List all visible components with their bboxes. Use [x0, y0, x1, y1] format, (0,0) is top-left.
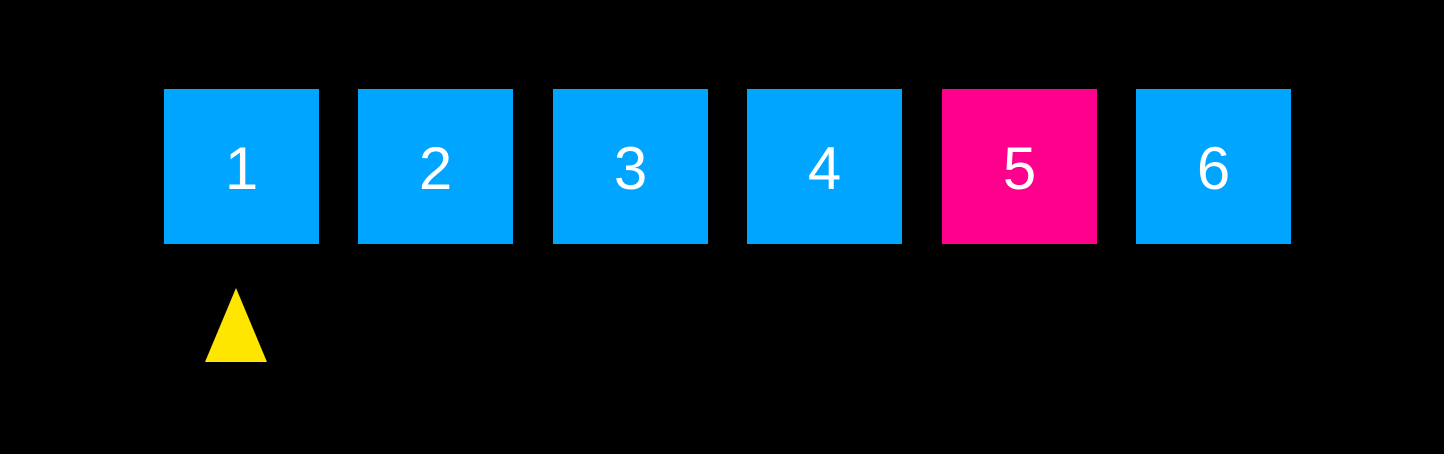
cell-label-3: 3 — [613, 134, 648, 202]
array-cell-6: 6 — [1136, 89, 1291, 244]
cell-label-1: 1 — [224, 134, 259, 202]
cell-label-5: 5 — [1002, 134, 1037, 202]
array-cell-4: 4 — [747, 89, 902, 244]
cell-label-2: 2 — [418, 134, 453, 202]
cell-label-4: 4 — [807, 134, 842, 202]
array-cell-3: 3 — [553, 89, 708, 244]
array-cell-1: 1 — [164, 89, 319, 244]
pointer-triangle — [205, 288, 267, 362]
array-cell-2: 2 — [358, 89, 513, 244]
array-cell-5: 5 — [942, 89, 1097, 244]
cell-label-6: 6 — [1196, 134, 1231, 202]
triangle-up-icon — [205, 288, 267, 362]
